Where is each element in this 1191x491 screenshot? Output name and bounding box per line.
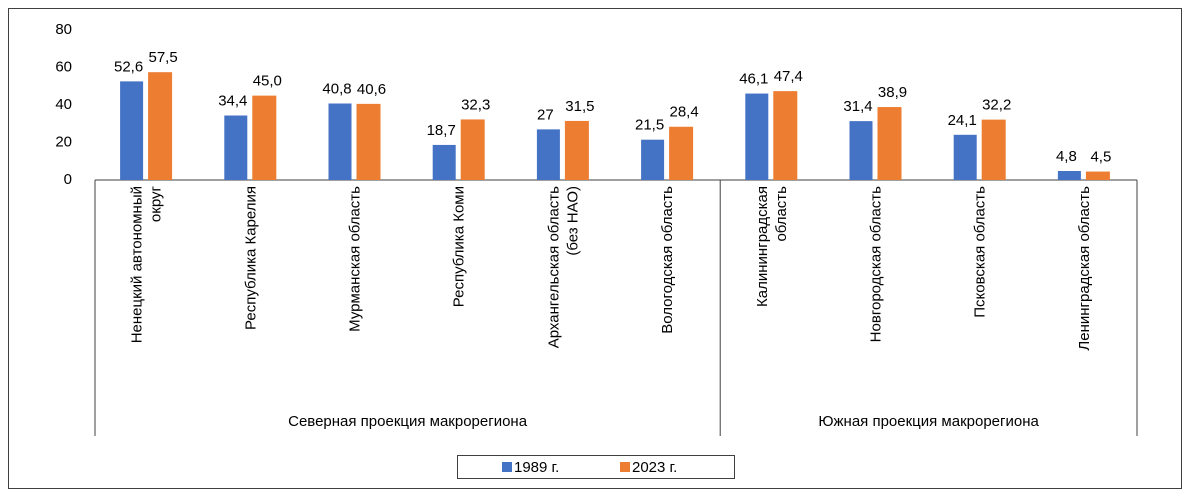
x-tick-label: область (773, 186, 790, 242)
bar (536, 129, 560, 180)
data-label: 31,4 (843, 98, 872, 115)
bar (1057, 171, 1081, 180)
bar (224, 115, 248, 180)
bar (981, 119, 1006, 180)
y-tick-label: 20 (55, 133, 72, 150)
bar (564, 120, 589, 180)
bar (356, 103, 381, 180)
bar (669, 126, 694, 180)
data-label: 47,4 (774, 68, 803, 85)
data-label: 40,6 (357, 81, 386, 98)
bar (745, 93, 769, 180)
bar (877, 107, 902, 180)
x-tick-label: Республика Коми (451, 186, 468, 307)
data-label: 31,5 (565, 98, 594, 115)
bar (773, 91, 798, 180)
bar (328, 103, 352, 180)
x-tick-label: округ (148, 185, 165, 222)
data-label: 27 (537, 106, 554, 123)
data-label: 52,6 (114, 58, 143, 75)
data-label: 32,2 (982, 97, 1011, 114)
data-label: 18,7 (427, 122, 456, 139)
y-tick-label: 0 (64, 171, 72, 188)
x-tick-label: Республика Карелия (242, 186, 259, 330)
data-label: 21,5 (635, 117, 664, 134)
x-tick-label: Ненецкий автономный (129, 186, 146, 343)
data-label: 32,3 (461, 96, 490, 113)
legend-box (457, 455, 735, 479)
bar (641, 139, 665, 180)
data-label: 24,1 (948, 112, 977, 129)
bar (120, 81, 144, 180)
bar (1085, 171, 1110, 180)
data-label: 40,8 (322, 80, 351, 97)
bar (849, 121, 873, 180)
legend-swatch (502, 462, 512, 472)
legend-swatch (620, 462, 630, 472)
data-label: 57,5 (148, 49, 177, 66)
y-tick-label: 60 (55, 58, 72, 75)
legend-label: 1989 г. (514, 459, 559, 476)
data-label: 34,4 (218, 92, 247, 109)
x-tick-label: Ленинградская область (1076, 186, 1093, 351)
chart-border (8, 8, 1182, 489)
bar (252, 95, 277, 180)
group-label: Южная проекция макрорегиона (818, 413, 1039, 430)
y-tick-label: 80 (55, 21, 72, 38)
x-tick-label: Мурманская область (346, 186, 363, 332)
x-tick-label: Архангельская область (545, 186, 562, 348)
data-label: 4,8 (1056, 148, 1077, 165)
x-tick-label: Калининградская (754, 186, 771, 307)
bar (432, 144, 456, 180)
legend-label: 2023 г. (632, 459, 677, 476)
bar (148, 72, 173, 180)
data-label: 46,1 (739, 71, 768, 88)
data-label: 45,0 (253, 73, 282, 90)
x-tick-label: (без НАО) (564, 186, 581, 256)
x-tick-label: Псковская область (972, 186, 989, 318)
data-label: 28,4 (669, 104, 698, 121)
data-label: 38,9 (878, 84, 907, 101)
x-tick-label: Вологодская область (659, 186, 676, 334)
data-label: 4,5 (1090, 149, 1111, 166)
x-tick-label: Новгородская область (867, 186, 884, 342)
bar (953, 134, 977, 180)
bar (460, 119, 485, 180)
y-tick-label: 40 (55, 96, 72, 113)
group-label: Северная проекция макрорегиона (288, 413, 528, 430)
